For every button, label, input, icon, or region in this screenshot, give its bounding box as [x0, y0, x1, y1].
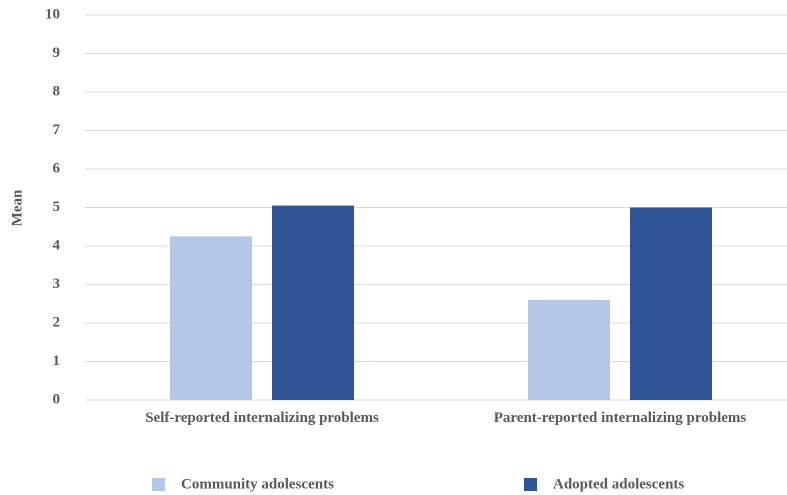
y-tick-label: 5	[53, 199, 61, 215]
y-tick-label: 2	[53, 314, 61, 330]
bar	[528, 299, 610, 400]
y-axis-title: Mean	[9, 189, 25, 226]
legend-swatch	[524, 478, 537, 491]
bar	[272, 205, 354, 400]
y-tick-label: 8	[53, 83, 61, 99]
y-tick-label: 3	[53, 276, 61, 292]
y-tick-label: 6	[53, 160, 61, 176]
y-tick-label: 10	[45, 6, 60, 22]
legend-label: Adopted adolescents	[553, 476, 684, 492]
x-tick-label: Self-reported internalizing problems	[145, 410, 379, 426]
bar	[630, 207, 712, 400]
bar	[170, 236, 252, 400]
legend-label: Community adolescents	[181, 476, 334, 492]
y-tick-label: 4	[53, 237, 61, 253]
x-tick-label-box: Parent-reported internalizing problems	[493, 410, 747, 426]
y-tick-label: 9	[53, 45, 61, 61]
x-tick-label-box: Self-reported internalizing problems	[145, 410, 379, 426]
y-tick-label: 1	[53, 353, 61, 369]
y-tick-label: 0	[53, 391, 61, 407]
x-tick-label: Parent-reported internalizing problems	[493, 410, 747, 426]
legend-swatch	[152, 478, 165, 491]
y-tick-label: 7	[53, 122, 61, 138]
